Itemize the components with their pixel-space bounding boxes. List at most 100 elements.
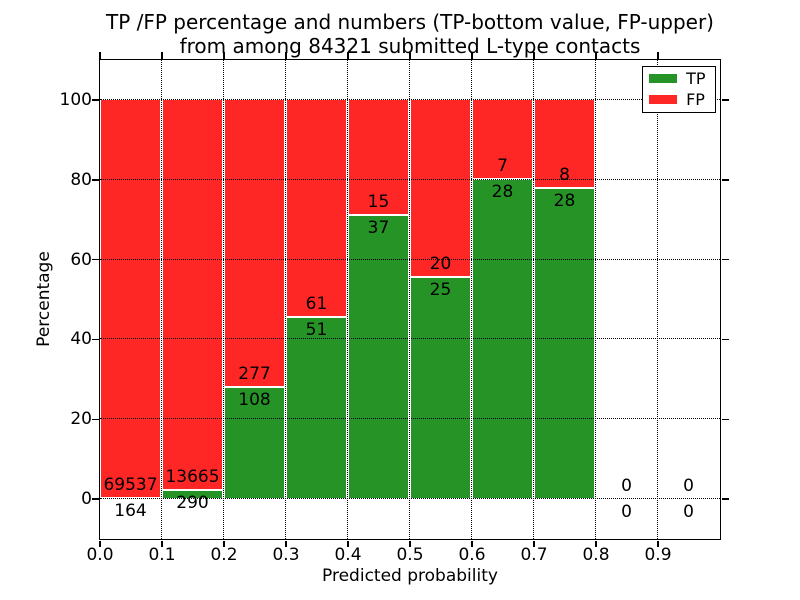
tp-count-label: 0 (683, 501, 694, 522)
tp-count-label: 290 (176, 493, 209, 514)
fp-count-label: 15 (367, 191, 390, 212)
y-tick-right (722, 99, 729, 101)
tp-legend-swatch (649, 74, 678, 83)
y-tick-right (722, 179, 729, 181)
x-tick (347, 540, 349, 547)
y-tick-label: 60 (70, 249, 92, 270)
fp-bar (533, 99, 596, 189)
x-tick-label: 0.4 (334, 545, 362, 565)
tp-count-label: 164 (114, 500, 147, 521)
x-tick-label: 0.3 (272, 545, 300, 565)
v-gridline (408, 59, 411, 539)
fp-bar (99, 99, 162, 498)
x-tick (533, 540, 535, 547)
h-gridline (99, 98, 720, 100)
x-axis-label: Predicted probability (322, 566, 498, 586)
fp-bar (471, 99, 534, 180)
x-tick-label: 0.2 (210, 545, 238, 565)
x-tick (285, 540, 287, 547)
v-gridline (594, 59, 597, 539)
fp-bar (409, 99, 472, 277)
y-tick-label: 0 (81, 489, 92, 510)
x-tick-top (99, 52, 101, 59)
y-tick (92, 498, 99, 500)
h-gridline (99, 418, 720, 420)
x-tick (223, 540, 225, 547)
legend-item-tp: TP (649, 68, 706, 88)
fp-count-label: 13665 (165, 467, 220, 488)
x-tick-label: 0.0 (86, 545, 114, 565)
tp-count-label: 25 (429, 279, 452, 300)
legend: TP FP (642, 65, 716, 113)
chart-title: TP /FP percentage and numbers (TP-bottom… (100, 10, 720, 58)
h-gridline (99, 338, 720, 340)
x-tick-label: 0.9 (644, 545, 672, 565)
y-tick (92, 99, 99, 101)
fp-count-label: 61 (305, 293, 328, 314)
v-gridline (222, 59, 225, 539)
x-tick-label: 0.6 (458, 545, 486, 565)
plot-area: TP FP 69537 164 13665 290 277 108 61 51 15 37 20 25… (98, 58, 721, 540)
y-tick (92, 418, 99, 420)
x-tick-top (471, 52, 473, 59)
x-tick (595, 540, 597, 547)
x-tick-top (347, 52, 349, 59)
chart-title-line-1: TP /FP percentage and numbers (TP-bottom… (106, 10, 714, 34)
x-tick (471, 540, 473, 547)
x-tick (409, 540, 411, 547)
y-axis-label: Percentage (34, 251, 54, 347)
fp-count-label: 7 (497, 156, 508, 177)
fp-count-label: 0 (683, 475, 694, 496)
tp-count-label: 108 (238, 389, 271, 410)
tp-bar (285, 316, 348, 499)
x-tick-label: 0.1 (148, 545, 176, 565)
y-tick-right (722, 258, 729, 261)
fp-bar (285, 99, 348, 317)
x-tick-top (161, 52, 163, 59)
h-gridline (99, 178, 720, 180)
tp-count-label: 37 (367, 217, 390, 238)
v-gridline (470, 59, 473, 539)
legend-item-fp: FP (649, 89, 705, 109)
x-tick-label: 0.5 (396, 545, 424, 565)
x-tick-top (533, 52, 535, 59)
tp-bar (347, 214, 410, 499)
x-tick-label: 0.8 (582, 545, 610, 565)
x-tick-top (595, 52, 597, 59)
tp-count-label: 51 (305, 319, 328, 340)
v-gridline (284, 59, 287, 539)
v-gridline (346, 59, 349, 539)
tp-count-label: 28 (553, 191, 576, 212)
x-tick-label: 0.7 (520, 545, 548, 565)
y-tick-label: 80 (70, 169, 92, 190)
tp-count-label: 28 (491, 182, 514, 203)
x-tick-top (285, 52, 287, 59)
fp-legend-swatch (649, 95, 678, 104)
tp-legend-label: TP (686, 68, 706, 88)
fp-count-label: 20 (429, 253, 452, 274)
fp-count-label: 0 (621, 475, 632, 496)
v-gridline (656, 59, 659, 539)
tp-bar (533, 188, 596, 499)
fp-count-label: 277 (238, 363, 271, 384)
x-tick-top (657, 52, 659, 59)
y-tick (92, 179, 99, 181)
x-tick (657, 540, 659, 547)
x-tick (99, 540, 101, 547)
v-gridline (532, 59, 535, 539)
y-tick (92, 338, 99, 341)
y-tick-right (722, 418, 729, 420)
fp-bar (161, 99, 224, 491)
x-tick (161, 540, 163, 547)
y-tick (92, 258, 99, 261)
y-tick-label: 100 (59, 89, 92, 110)
fp-count-label: 8 (559, 165, 570, 186)
y-tick-right (722, 338, 729, 341)
x-tick-top (409, 52, 411, 59)
fp-bar (223, 99, 286, 387)
tp-bar (409, 276, 472, 499)
fp-legend-label: FP (686, 89, 705, 109)
fp-count-label: 69537 (103, 474, 158, 495)
tp-count-label: 0 (621, 501, 632, 522)
